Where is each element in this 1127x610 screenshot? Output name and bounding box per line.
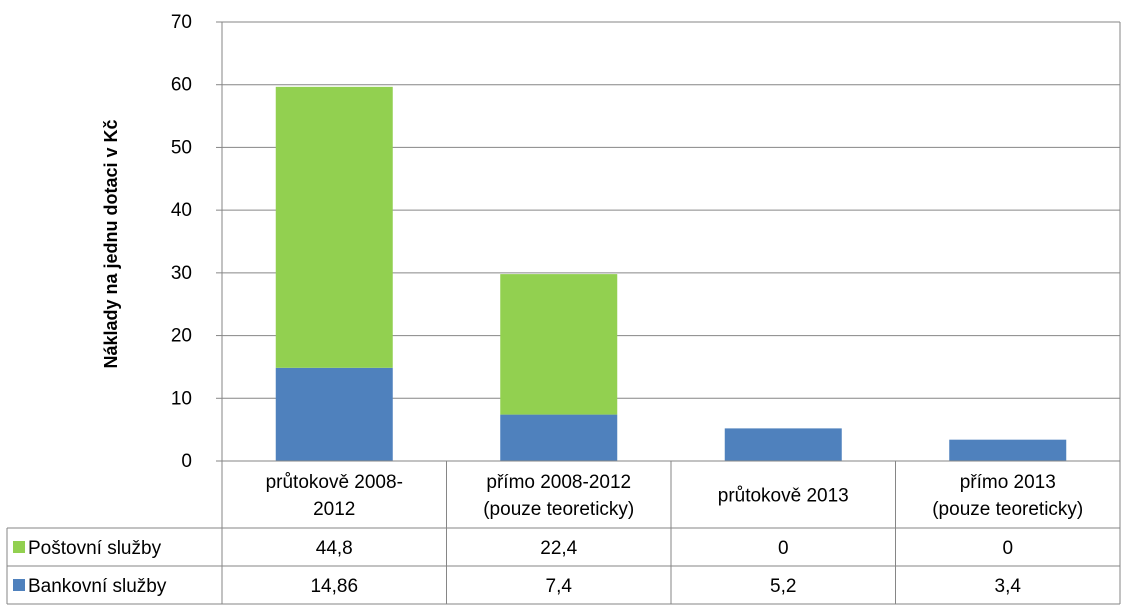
y-tick-label: 0 [181,451,192,472]
y-tick-label: 40 [171,200,192,221]
y-axis-label: Náklady na jednu dotaci v Kč [101,119,121,368]
data-label: 0 [1002,538,1013,559]
bar-bankovn-slu-by-1 [500,414,618,461]
data-label: 14,86 [310,576,358,597]
y-tick-label: 60 [171,75,192,96]
x-category-label: přímo 2008-2012 [486,472,631,493]
y-tick-label: 10 [171,388,192,409]
x-category-label: průtokově 2008- [266,472,403,493]
bars [275,86,1067,461]
x-category-label: 2012 [313,499,355,520]
data-label: 3,4 [995,576,1022,597]
y-tick-label: 30 [171,263,192,284]
data-label: 5,2 [770,576,796,597]
legend-key [13,541,25,553]
data-label: 7,4 [546,576,573,597]
data-label: 0 [778,538,789,559]
legend-series-name: Poštovní služby [28,538,162,559]
legend-series-name: Bankovní služby [28,576,167,597]
bar-po-tovn-slu-by-0 [275,86,393,368]
legend-key [13,579,25,591]
data-label: 44,8 [316,538,353,559]
bar-po-tovn-slu-by-1 [500,274,618,415]
bar-bankovn-slu-by-3 [949,439,1067,461]
y-tick-label: 20 [171,326,192,347]
bar-bankovn-slu-by-0 [275,367,393,461]
x-category-label: (pouze teoreticky) [483,499,634,520]
bar-bankovn-slu-by-2 [724,428,842,461]
data-label: 22,4 [540,538,577,559]
x-category-label: (pouze teoreticky) [932,499,1083,520]
y-tick-label: 70 [171,12,192,33]
data-table: průtokově 2008- 2012 přímo 2008-2012 (pouze… [6,460,1120,605]
y-axis: 0 10 20 30 40 50 60 70 [171,12,1121,604]
x-category-label: přímo 2013 [960,472,1056,493]
y-tick-label: 50 [171,137,192,158]
x-category-label: průtokově 2013 [718,486,849,507]
